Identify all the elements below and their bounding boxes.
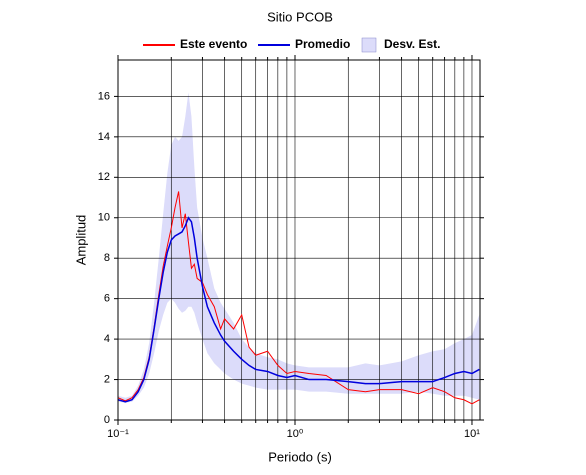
std-band xyxy=(118,92,480,403)
legend-label: Desv. Est. xyxy=(384,37,440,51)
y-axis-label: Amplitud xyxy=(73,215,88,266)
chart-title: Sitio PCOB xyxy=(267,9,333,24)
y-tick-label: 14 xyxy=(98,131,110,143)
legend-item: Promedio xyxy=(258,37,350,51)
y-tick-label: 6 xyxy=(104,293,110,305)
legend-label: Promedio xyxy=(295,37,350,51)
x-axis-label: Periodo (s) xyxy=(268,449,332,464)
plot-frame xyxy=(117,59,481,421)
series-line xyxy=(118,191,480,405)
legend-label: Este evento xyxy=(180,37,247,51)
y-tick-label: 0 xyxy=(104,414,110,426)
line-layer xyxy=(118,191,480,405)
legend-swatch xyxy=(361,37,377,53)
series-line xyxy=(118,216,480,403)
legend-item: Este evento xyxy=(143,37,247,51)
x-tick-label: 10¹ xyxy=(464,428,480,440)
y-tick-label: 10 xyxy=(98,212,110,224)
x-tick-label: 10⁰ xyxy=(287,428,304,440)
axis-layer: 0 2 4 6 8 10 12 14 16 10⁻¹ 10⁰ 10¹ Este evento Promed… xyxy=(98,37,484,440)
legend-item: Desv. Est. xyxy=(361,37,440,53)
y-tick-label: 16 xyxy=(98,90,110,102)
x-tick-label: 10⁻¹ xyxy=(107,428,129,440)
y-tick-label: 2 xyxy=(104,373,110,385)
band-layer xyxy=(118,92,480,403)
y-tick-label: 12 xyxy=(98,171,110,183)
y-tick-label: 4 xyxy=(104,333,110,345)
y-tick-label: 8 xyxy=(104,252,110,264)
